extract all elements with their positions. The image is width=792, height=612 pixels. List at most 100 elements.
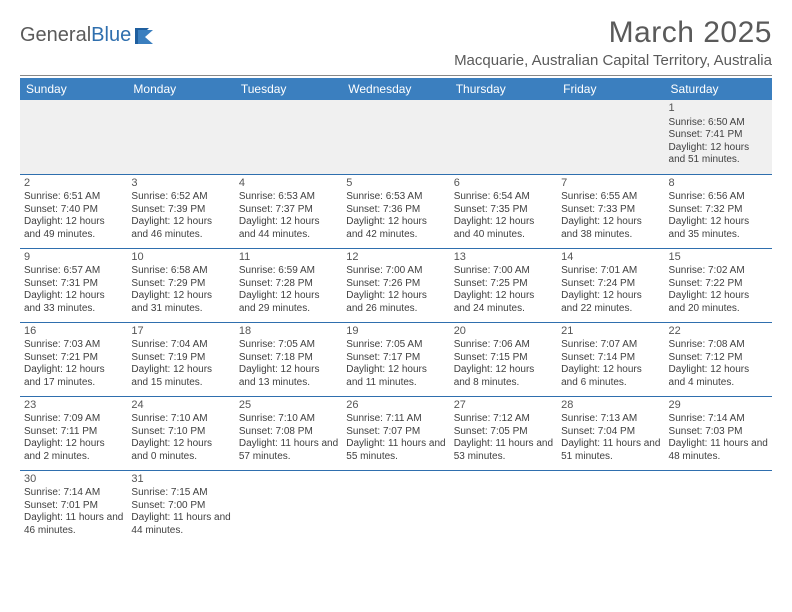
sunset-line: Sunset: 7:12 PM xyxy=(669,352,768,365)
day-number: 30 xyxy=(24,473,123,487)
day-number: 6 xyxy=(454,177,553,191)
calendar-cell: 19Sunrise: 7:05 AMSunset: 7:17 PMDayligh… xyxy=(342,322,449,396)
day-number: 8 xyxy=(669,177,768,191)
sunset-line: Sunset: 7:03 PM xyxy=(669,426,768,439)
sunrise-line: Sunrise: 7:09 AM xyxy=(24,413,123,426)
sunset-line: Sunset: 7:25 PM xyxy=(454,278,553,291)
calendar-row: 30Sunrise: 7:14 AMSunset: 7:01 PMDayligh… xyxy=(20,470,772,544)
day-number: 2 xyxy=(24,177,123,191)
calendar-cell: 22Sunrise: 7:08 AMSunset: 7:12 PMDayligh… xyxy=(665,322,772,396)
daylight-line: Daylight: 12 hours and 0 minutes. xyxy=(131,438,230,463)
calendar-cell xyxy=(342,470,449,544)
sunrise-line: Sunrise: 7:04 AM xyxy=(131,339,230,352)
sunrise-line: Sunrise: 6:53 AM xyxy=(346,191,445,204)
day-number: 28 xyxy=(561,399,660,413)
day-number: 15 xyxy=(669,251,768,265)
day-number: 11 xyxy=(239,251,338,265)
calendar-cell: 28Sunrise: 7:13 AMSunset: 7:04 PMDayligh… xyxy=(557,396,664,470)
sunrise-line: Sunrise: 6:58 AM xyxy=(131,265,230,278)
sunset-line: Sunset: 7:05 PM xyxy=(454,426,553,439)
sunrise-line: Sunrise: 7:13 AM xyxy=(561,413,660,426)
daylight-line: Daylight: 12 hours and 26 minutes. xyxy=(346,290,445,315)
calendar-cell xyxy=(235,470,342,544)
sunset-line: Sunset: 7:17 PM xyxy=(346,352,445,365)
calendar-cell xyxy=(342,100,449,174)
sunset-line: Sunset: 7:14 PM xyxy=(561,352,660,365)
daylight-line: Daylight: 12 hours and 13 minutes. xyxy=(239,364,338,389)
calendar-cell: 21Sunrise: 7:07 AMSunset: 7:14 PMDayligh… xyxy=(557,322,664,396)
daylight-line: Daylight: 12 hours and 44 minutes. xyxy=(239,216,338,241)
day-number: 24 xyxy=(131,399,230,413)
calendar-cell: 31Sunrise: 7:15 AMSunset: 7:00 PMDayligh… xyxy=(127,470,234,544)
calendar-cell: 4Sunrise: 6:53 AMSunset: 7:37 PMDaylight… xyxy=(235,174,342,248)
day-header: Wednesday xyxy=(342,78,449,100)
calendar-cell xyxy=(665,470,772,544)
calendar-cell xyxy=(557,100,664,174)
daylight-line: Daylight: 12 hours and 46 minutes. xyxy=(131,216,230,241)
calendar-cell: 15Sunrise: 7:02 AMSunset: 7:22 PMDayligh… xyxy=(665,248,772,322)
sunset-line: Sunset: 7:18 PM xyxy=(239,352,338,365)
daylight-line: Daylight: 12 hours and 6 minutes. xyxy=(561,364,660,389)
daylight-line: Daylight: 12 hours and 24 minutes. xyxy=(454,290,553,315)
day-number: 14 xyxy=(561,251,660,265)
daylight-line: Daylight: 11 hours and 46 minutes. xyxy=(24,512,123,537)
calendar-table: SundayMondayTuesdayWednesdayThursdayFrid… xyxy=(20,78,772,544)
calendar-row: 1Sunrise: 6:50 AMSunset: 7:41 PMDaylight… xyxy=(20,100,772,174)
day-header: Saturday xyxy=(665,78,772,100)
location: Macquarie, Australian Capital Territory,… xyxy=(454,52,772,69)
sunrise-line: Sunrise: 6:55 AM xyxy=(561,191,660,204)
calendar-cell: 2Sunrise: 6:51 AMSunset: 7:40 PMDaylight… xyxy=(20,174,127,248)
sunset-line: Sunset: 7:22 PM xyxy=(669,278,768,291)
sunset-line: Sunset: 7:41 PM xyxy=(669,129,768,142)
sunset-line: Sunset: 7:15 PM xyxy=(454,352,553,365)
sunrise-line: Sunrise: 7:08 AM xyxy=(669,339,768,352)
day-number: 19 xyxy=(346,325,445,339)
calendar-cell: 23Sunrise: 7:09 AMSunset: 7:11 PMDayligh… xyxy=(20,396,127,470)
calendar-cell: 8Sunrise: 6:56 AMSunset: 7:32 PMDaylight… xyxy=(665,174,772,248)
title-block: March 2025 Macquarie, Australian Capital… xyxy=(454,16,772,69)
daylight-line: Daylight: 12 hours and 42 minutes. xyxy=(346,216,445,241)
calendar-cell xyxy=(557,470,664,544)
sunset-line: Sunset: 7:37 PM xyxy=(239,204,338,217)
calendar-cell: 20Sunrise: 7:06 AMSunset: 7:15 PMDayligh… xyxy=(450,322,557,396)
day-number: 9 xyxy=(24,251,123,265)
daylight-line: Daylight: 12 hours and 33 minutes. xyxy=(24,290,123,315)
day-number: 22 xyxy=(669,325,768,339)
sunset-line: Sunset: 7:36 PM xyxy=(346,204,445,217)
daylight-line: Daylight: 12 hours and 51 minutes. xyxy=(669,142,768,167)
daylight-line: Daylight: 12 hours and 11 minutes. xyxy=(346,364,445,389)
day-number: 13 xyxy=(454,251,553,265)
day-header: Sunday xyxy=(20,78,127,100)
calendar-cell xyxy=(235,100,342,174)
sunset-line: Sunset: 7:26 PM xyxy=(346,278,445,291)
sunrise-line: Sunrise: 7:05 AM xyxy=(346,339,445,352)
logo-text-left: General xyxy=(20,24,91,46)
calendar-cell: 25Sunrise: 7:10 AMSunset: 7:08 PMDayligh… xyxy=(235,396,342,470)
month-title: March 2025 xyxy=(454,16,772,50)
sunrise-line: Sunrise: 6:54 AM xyxy=(454,191,553,204)
sunrise-line: Sunrise: 7:05 AM xyxy=(239,339,338,352)
calendar-cell: 27Sunrise: 7:12 AMSunset: 7:05 PMDayligh… xyxy=(450,396,557,470)
flag-icon xyxy=(135,26,161,46)
day-number: 21 xyxy=(561,325,660,339)
day-number: 27 xyxy=(454,399,553,413)
calendar-cell: 17Sunrise: 7:04 AMSunset: 7:19 PMDayligh… xyxy=(127,322,234,396)
sunrise-line: Sunrise: 7:14 AM xyxy=(669,413,768,426)
calendar-row: 23Sunrise: 7:09 AMSunset: 7:11 PMDayligh… xyxy=(20,396,772,470)
daylight-line: Daylight: 11 hours and 51 minutes. xyxy=(561,438,660,463)
sunset-line: Sunset: 7:40 PM xyxy=(24,204,123,217)
daylight-line: Daylight: 12 hours and 29 minutes. xyxy=(239,290,338,315)
sunrise-line: Sunrise: 7:10 AM xyxy=(239,413,338,426)
calendar-cell: 10Sunrise: 6:58 AMSunset: 7:29 PMDayligh… xyxy=(127,248,234,322)
sunset-line: Sunset: 7:29 PM xyxy=(131,278,230,291)
calendar-cell: 29Sunrise: 7:14 AMSunset: 7:03 PMDayligh… xyxy=(665,396,772,470)
sunrise-line: Sunrise: 7:06 AM xyxy=(454,339,553,352)
day-header: Friday xyxy=(557,78,664,100)
calendar-body: 1Sunrise: 6:50 AMSunset: 7:41 PMDaylight… xyxy=(20,100,772,544)
daylight-line: Daylight: 12 hours and 15 minutes. xyxy=(131,364,230,389)
day-number: 3 xyxy=(131,177,230,191)
day-number: 31 xyxy=(131,473,230,487)
calendar-row: 9Sunrise: 6:57 AMSunset: 7:31 PMDaylight… xyxy=(20,248,772,322)
calendar-cell xyxy=(450,100,557,174)
sunset-line: Sunset: 7:01 PM xyxy=(24,500,123,513)
